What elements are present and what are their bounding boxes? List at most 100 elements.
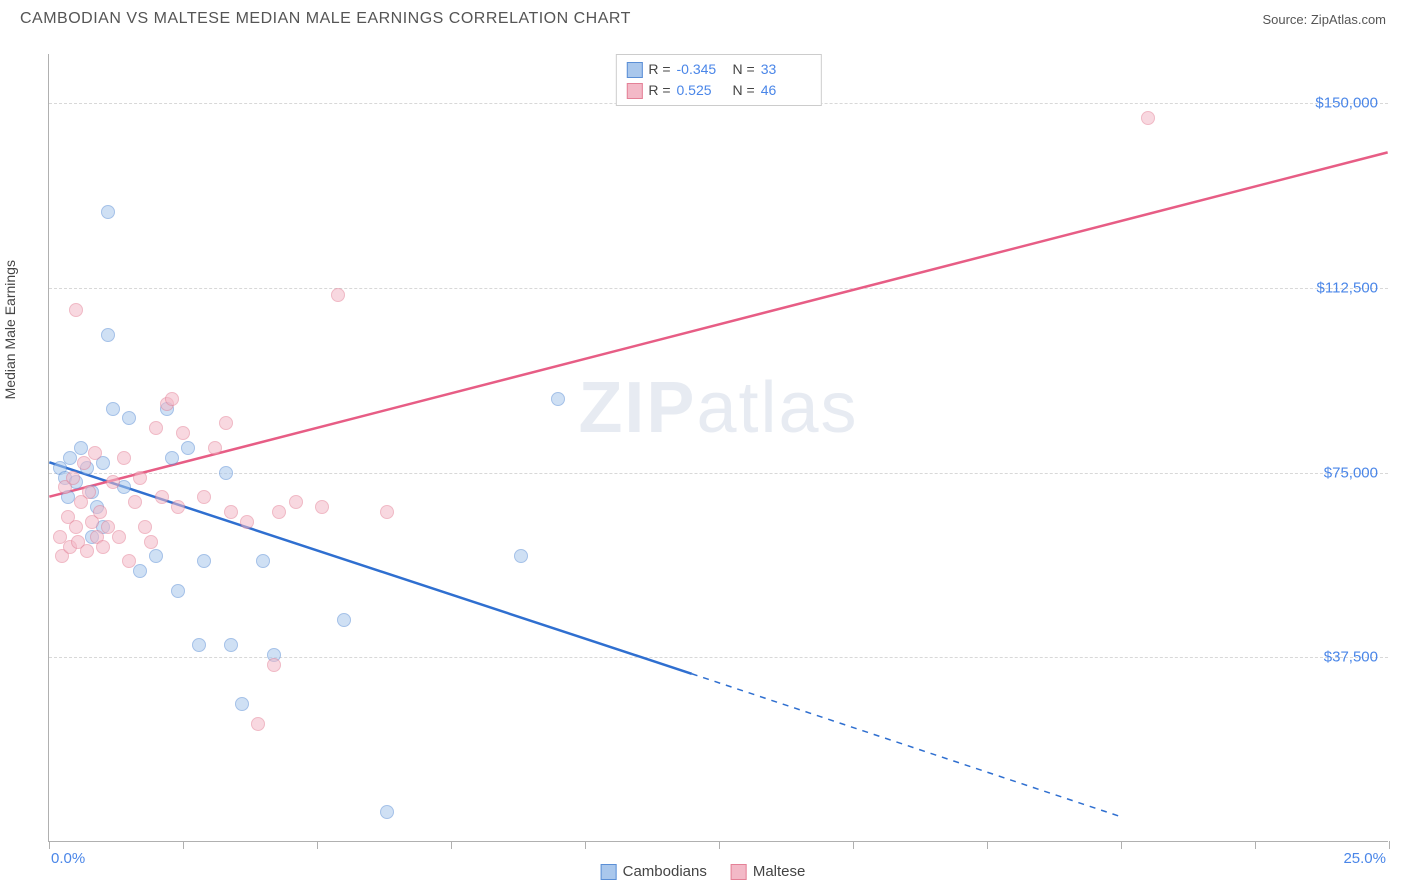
watermark-prefix: ZIP (578, 368, 696, 448)
data-point (112, 530, 126, 544)
stat-n-value-0: 33 (761, 59, 811, 80)
y-tick-label: $75,000 (1324, 464, 1378, 481)
data-point (289, 495, 303, 509)
swatch-maltese-icon (731, 864, 747, 880)
watermark-suffix: atlas (696, 368, 858, 448)
data-point (176, 426, 190, 440)
x-tick (853, 841, 854, 849)
stat-n-label: N = (733, 59, 755, 80)
data-point (171, 584, 185, 598)
x-tick (719, 841, 720, 849)
data-point (165, 451, 179, 465)
stat-r-value-1: 0.525 (677, 80, 727, 101)
data-point (171, 500, 185, 514)
x-tick (585, 841, 586, 849)
data-point (240, 515, 254, 529)
data-point (149, 421, 163, 435)
data-point (272, 505, 286, 519)
stat-n-value-1: 46 (761, 80, 811, 101)
x-label-left: 0.0% (51, 850, 85, 867)
chart-container: Median Male Earnings ZIPatlas R = -0.345… (0, 36, 1406, 886)
legend-item-cambodians: Cambodians (601, 863, 707, 880)
y-tick-label: $150,000 (1315, 95, 1378, 112)
x-tick (451, 841, 452, 849)
data-point (101, 328, 115, 342)
data-point (551, 392, 565, 406)
data-point (88, 446, 102, 460)
legend-item-maltese: Maltese (731, 863, 806, 880)
x-tick (49, 841, 50, 849)
legend-stats: R = -0.345 N = 33 R = 0.525 N = 46 (615, 54, 821, 106)
data-point (122, 411, 136, 425)
data-point (197, 490, 211, 504)
stat-n-label: N = (733, 80, 755, 101)
data-point (165, 392, 179, 406)
data-point (224, 638, 238, 652)
data-point (514, 549, 528, 563)
data-point (267, 658, 281, 672)
data-point (181, 441, 195, 455)
chart-title: CAMBODIAN VS MALTESE MEDIAN MALE EARNING… (20, 10, 631, 28)
swatch-cambodians-icon (601, 864, 617, 880)
data-point (197, 554, 211, 568)
legend-label-0: Cambodians (623, 863, 707, 880)
data-point (106, 402, 120, 416)
gridline (49, 288, 1388, 289)
x-label-right: 25.0% (1343, 850, 1386, 867)
x-tick (317, 841, 318, 849)
legend-stats-row-0: R = -0.345 N = 33 (626, 59, 810, 80)
data-point (219, 416, 233, 430)
data-point (80, 544, 94, 558)
trend-lines (49, 54, 1388, 841)
trend-line (49, 152, 1387, 496)
legend-stats-row-1: R = 0.525 N = 46 (626, 80, 810, 101)
data-point (235, 697, 249, 711)
data-point (101, 205, 115, 219)
data-point (256, 554, 270, 568)
x-tick (183, 841, 184, 849)
data-point (155, 490, 169, 504)
swatch-maltese (626, 83, 642, 99)
gridline (49, 473, 1388, 474)
data-point (122, 554, 136, 568)
data-point (138, 520, 152, 534)
trend-line-extrapolated (692, 674, 1120, 817)
y-axis-label: Median Male Earnings (2, 260, 18, 399)
data-point (82, 485, 96, 499)
data-point (93, 505, 107, 519)
data-point (74, 441, 88, 455)
data-point (149, 549, 163, 563)
watermark: ZIPatlas (578, 367, 858, 449)
y-tick-label: $37,500 (1324, 649, 1378, 666)
stat-r-label: R = (648, 59, 670, 80)
data-point (192, 638, 206, 652)
x-tick (987, 841, 988, 849)
header: CAMBODIAN VS MALTESE MEDIAN MALE EARNING… (0, 0, 1406, 36)
data-point (128, 495, 142, 509)
legend-bottom: Cambodians Maltese (601, 863, 806, 880)
data-point (69, 520, 83, 534)
data-point (133, 564, 147, 578)
x-tick (1121, 841, 1122, 849)
data-point (133, 471, 147, 485)
data-point (208, 441, 222, 455)
plot-area: ZIPatlas R = -0.345 N = 33 R = 0.525 N =… (48, 54, 1388, 842)
data-point (117, 451, 131, 465)
source-attribution: Source: ZipAtlas.com (1262, 12, 1386, 27)
data-point (96, 540, 110, 554)
data-point (315, 500, 329, 514)
x-tick (1389, 841, 1390, 849)
x-tick (1255, 841, 1256, 849)
data-point (337, 613, 351, 627)
stat-r-label: R = (648, 80, 670, 101)
y-tick-label: $112,500 (1317, 279, 1378, 296)
stat-r-value-0: -0.345 (677, 59, 727, 80)
data-point (380, 805, 394, 819)
data-point (331, 288, 345, 302)
data-point (144, 535, 158, 549)
data-point (224, 505, 238, 519)
data-point (251, 717, 265, 731)
legend-label-1: Maltese (753, 863, 806, 880)
swatch-cambodians (626, 62, 642, 78)
data-point (219, 466, 233, 480)
